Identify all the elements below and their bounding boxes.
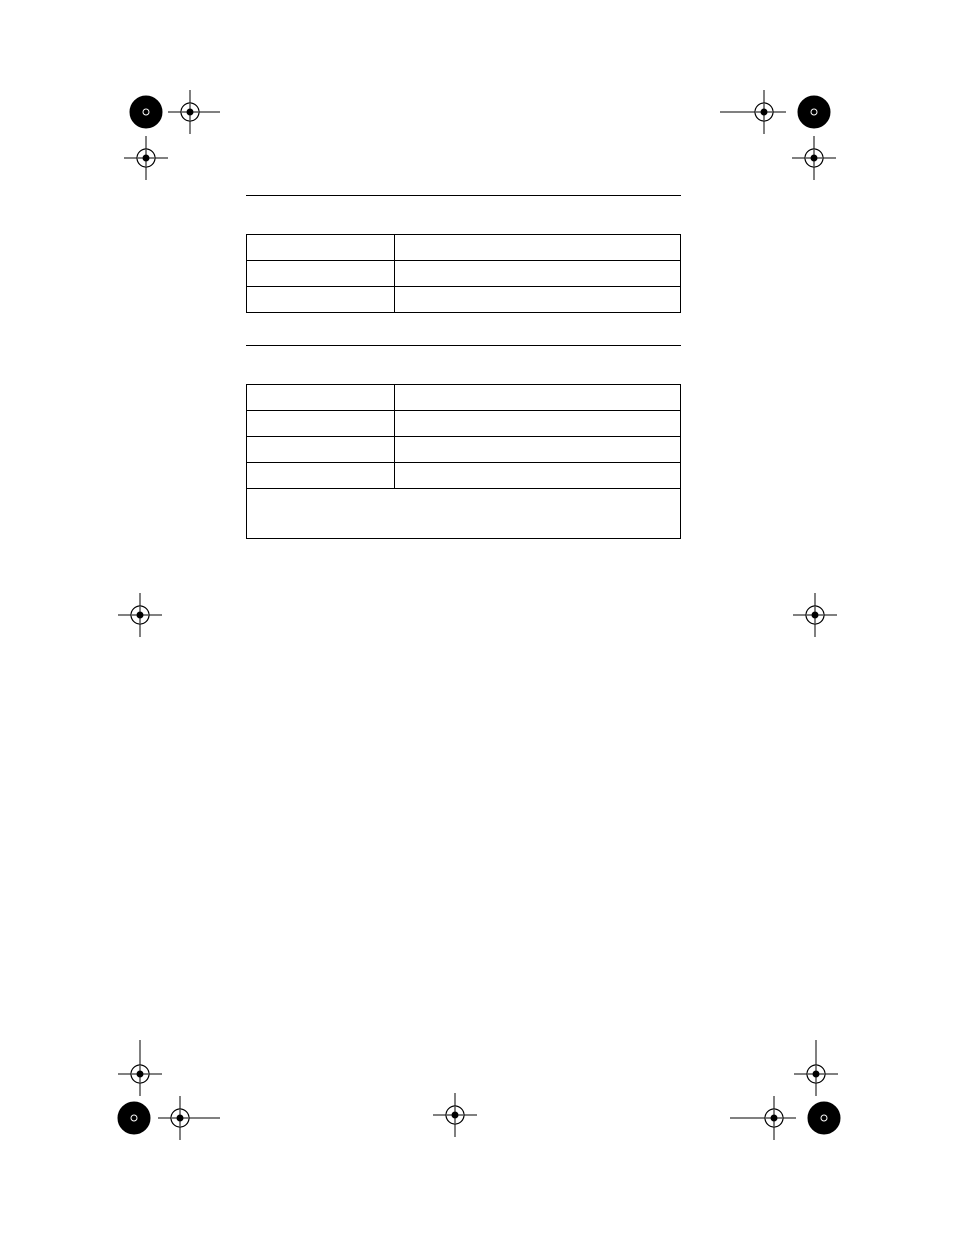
- footer-cell: [247, 489, 681, 539]
- table-1-wrap: [246, 234, 681, 313]
- table-2: [246, 384, 681, 539]
- cell: [394, 385, 680, 411]
- cell: [247, 385, 395, 411]
- cell: [394, 261, 680, 287]
- table-2-wrap: [246, 384, 681, 539]
- cell: [247, 235, 395, 261]
- reg-mark-mid-left: [110, 585, 170, 645]
- cell: [247, 437, 395, 463]
- content-region: [246, 195, 681, 539]
- reg-mark-top-right: [720, 80, 860, 180]
- cell: [394, 287, 680, 313]
- cell: [394, 235, 680, 261]
- cell: [394, 463, 680, 489]
- reg-mark-mid-right: [785, 585, 845, 645]
- cell: [247, 411, 395, 437]
- cell: [247, 463, 395, 489]
- table-row: [247, 287, 681, 313]
- table-row: [247, 437, 681, 463]
- cell: [247, 261, 395, 287]
- cell: [394, 437, 680, 463]
- reg-mark-bottom-right: [730, 1040, 860, 1150]
- reg-mark-bottom-center: [425, 1085, 485, 1145]
- table-row: [247, 489, 681, 539]
- section-rule-1: [246, 195, 681, 196]
- cell: [247, 287, 395, 313]
- reg-mark-top-left: [100, 80, 220, 180]
- reg-mark-bottom-left: [100, 1040, 220, 1150]
- cell: [394, 411, 680, 437]
- table-row: [247, 385, 681, 411]
- section-rule-2: [246, 345, 681, 346]
- table-row: [247, 261, 681, 287]
- table-row: [247, 411, 681, 437]
- table-row: [247, 235, 681, 261]
- table-row: [247, 463, 681, 489]
- table-1: [246, 234, 681, 313]
